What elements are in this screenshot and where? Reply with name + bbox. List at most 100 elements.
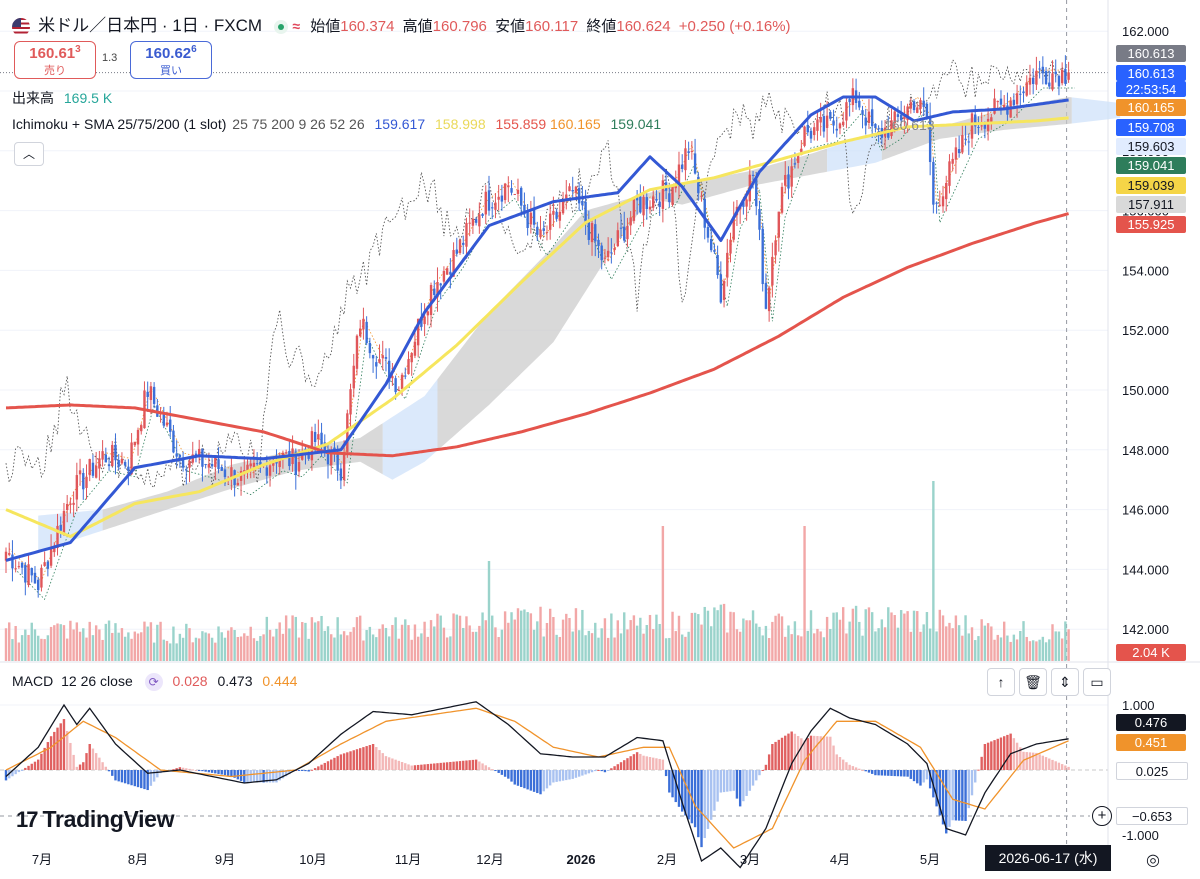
volume-bar: [249, 626, 252, 661]
macd-legend[interactable]: MACD 12 26 close ⟳ 0.028 0.473 0.444: [12, 673, 297, 691]
macd-histogram-bar: [813, 735, 816, 770]
volume-bar: [623, 612, 626, 661]
candle-body: [713, 250, 716, 252]
macd-histogram-bar: [780, 737, 784, 770]
candle-body: [272, 462, 275, 466]
time-axis[interactable]: 7月 8月 9月 10月 11月 12月 2026 2月 3月 4月 5月: [32, 852, 940, 867]
candle-body: [581, 200, 584, 206]
ichimoku-value-3: 155.859: [495, 116, 547, 132]
macd-axis[interactable]: 1.000 -1.000: [1122, 698, 1159, 843]
candle-body: [384, 357, 388, 359]
macd-histogram-bar: [581, 770, 584, 776]
price-axis[interactable]: 162.000160.000158.000156.000154.000152.0…: [1122, 24, 1169, 637]
candle-body: [1003, 104, 1006, 108]
candle-body: [1015, 93, 1019, 105]
volume-legend[interactable]: 出来高 169.5 K: [12, 88, 112, 108]
macd-histogram-bar: [1003, 736, 1006, 770]
macd-histogram-bar: [27, 765, 30, 770]
volume-bar: [88, 621, 91, 661]
macd-histogram-bar: [848, 764, 851, 770]
macd-histogram-bar: [375, 747, 378, 770]
volume-bar: [85, 637, 88, 661]
volume-bar: [439, 615, 442, 661]
volume-bar: [809, 610, 813, 661]
volume-bar: [925, 612, 929, 661]
macd-histogram-bar: [893, 770, 896, 777]
candle-body: [835, 128, 838, 131]
macd-histogram-bar: [445, 762, 449, 770]
macd-histogram-bar: [442, 762, 446, 770]
macd-histogram-bar: [983, 744, 987, 770]
macd-histogram-bar: [574, 770, 578, 778]
volume-bar: [162, 639, 165, 661]
volume-bar: [14, 626, 17, 661]
candle-body: [140, 425, 143, 432]
candle-body: [922, 100, 925, 107]
macd-histogram-bar: [854, 767, 858, 770]
time-tick-label: 9月: [215, 852, 235, 867]
macd-histogram-bar: [806, 738, 809, 770]
buy-button[interactable]: 160.626 買い: [130, 41, 212, 79]
ichimoku-legend[interactable]: Ichimoku + SMA 25/75/200 (1 slot) 25 75 …: [12, 116, 661, 132]
macd-histogram-bar: [1054, 761, 1057, 770]
time-tick-label: 2026: [567, 852, 596, 867]
volume-bar: [880, 619, 884, 661]
macd-histogram-bar: [787, 733, 790, 770]
macd-histogram-bar: [188, 768, 191, 770]
collapse-legend-button[interactable]: ︿: [14, 142, 44, 166]
macd-histogram-bar: [284, 770, 288, 777]
tradingview-logo[interactable]: 17 TradingView: [16, 806, 175, 833]
volume-bar: [352, 627, 355, 661]
move-up-button[interactable]: ↑: [987, 668, 1015, 696]
volume-bar: [75, 622, 79, 661]
volume-bar: [709, 626, 713, 661]
sell-price-pip: 3: [75, 44, 81, 55]
macd-histogram-bar: [925, 770, 929, 780]
volume-bar: [825, 616, 829, 661]
maximize-pane-button[interactable]: ▭: [1083, 668, 1111, 696]
volume-bar: [214, 642, 217, 661]
volume-bar: [136, 633, 140, 661]
sell-button[interactable]: 160.613 売り: [14, 41, 96, 79]
macd-histogram-bar: [697, 770, 700, 838]
volume-bar: [43, 639, 46, 661]
macd-histogram-bar: [394, 759, 397, 770]
volume-bar: [877, 628, 880, 661]
macd-histogram-bar: [719, 770, 723, 793]
volume-bar: [442, 627, 446, 661]
macd-histogram-bar: [700, 770, 703, 848]
price-tick-label: 144.000: [1122, 562, 1169, 577]
refresh-icon[interactable]: ⟳: [144, 673, 163, 691]
macd-histogram-bar: [690, 770, 694, 824]
candle-body: [893, 111, 896, 123]
volume-bar: [294, 616, 297, 661]
collapse-pane-button[interactable]: ⇕: [1051, 668, 1079, 696]
macd-histogram-bar: [410, 765, 413, 770]
macd-histogram-bar: [957, 770, 961, 821]
macd-histogram-bar: [262, 770, 265, 783]
candle-body: [990, 117, 993, 122]
sma200-line: [5, 212, 1070, 458]
volume-bar: [816, 628, 819, 661]
macd-histogram-bar: [613, 766, 616, 770]
candle-body: [648, 206, 652, 210]
volume-bar: [362, 640, 365, 661]
candle-body: [1006, 105, 1009, 115]
candle-body: [259, 461, 262, 464]
volume-bar: [616, 620, 619, 661]
candle-body: [342, 452, 346, 480]
volume-bar: [491, 615, 494, 661]
volume-bar: [445, 637, 449, 661]
plus-icon[interactable]: +: [1092, 806, 1112, 826]
settings-icon[interactable]: ◎: [1146, 852, 1160, 869]
volume-bar: [152, 642, 156, 661]
macd-histogram-bar: [494, 770, 497, 772]
candle-body: [355, 335, 359, 369]
volume-bar: [27, 634, 30, 661]
volume-bar: [919, 631, 922, 661]
macd-histogram-bar: [671, 770, 674, 798]
delete-pane-button[interactable]: 🗑: [1019, 668, 1047, 696]
symbol-title[interactable]: 米ドル／日本円 · 1日 · FXCM: [38, 16, 263, 35]
volume-bar: [1041, 636, 1045, 661]
